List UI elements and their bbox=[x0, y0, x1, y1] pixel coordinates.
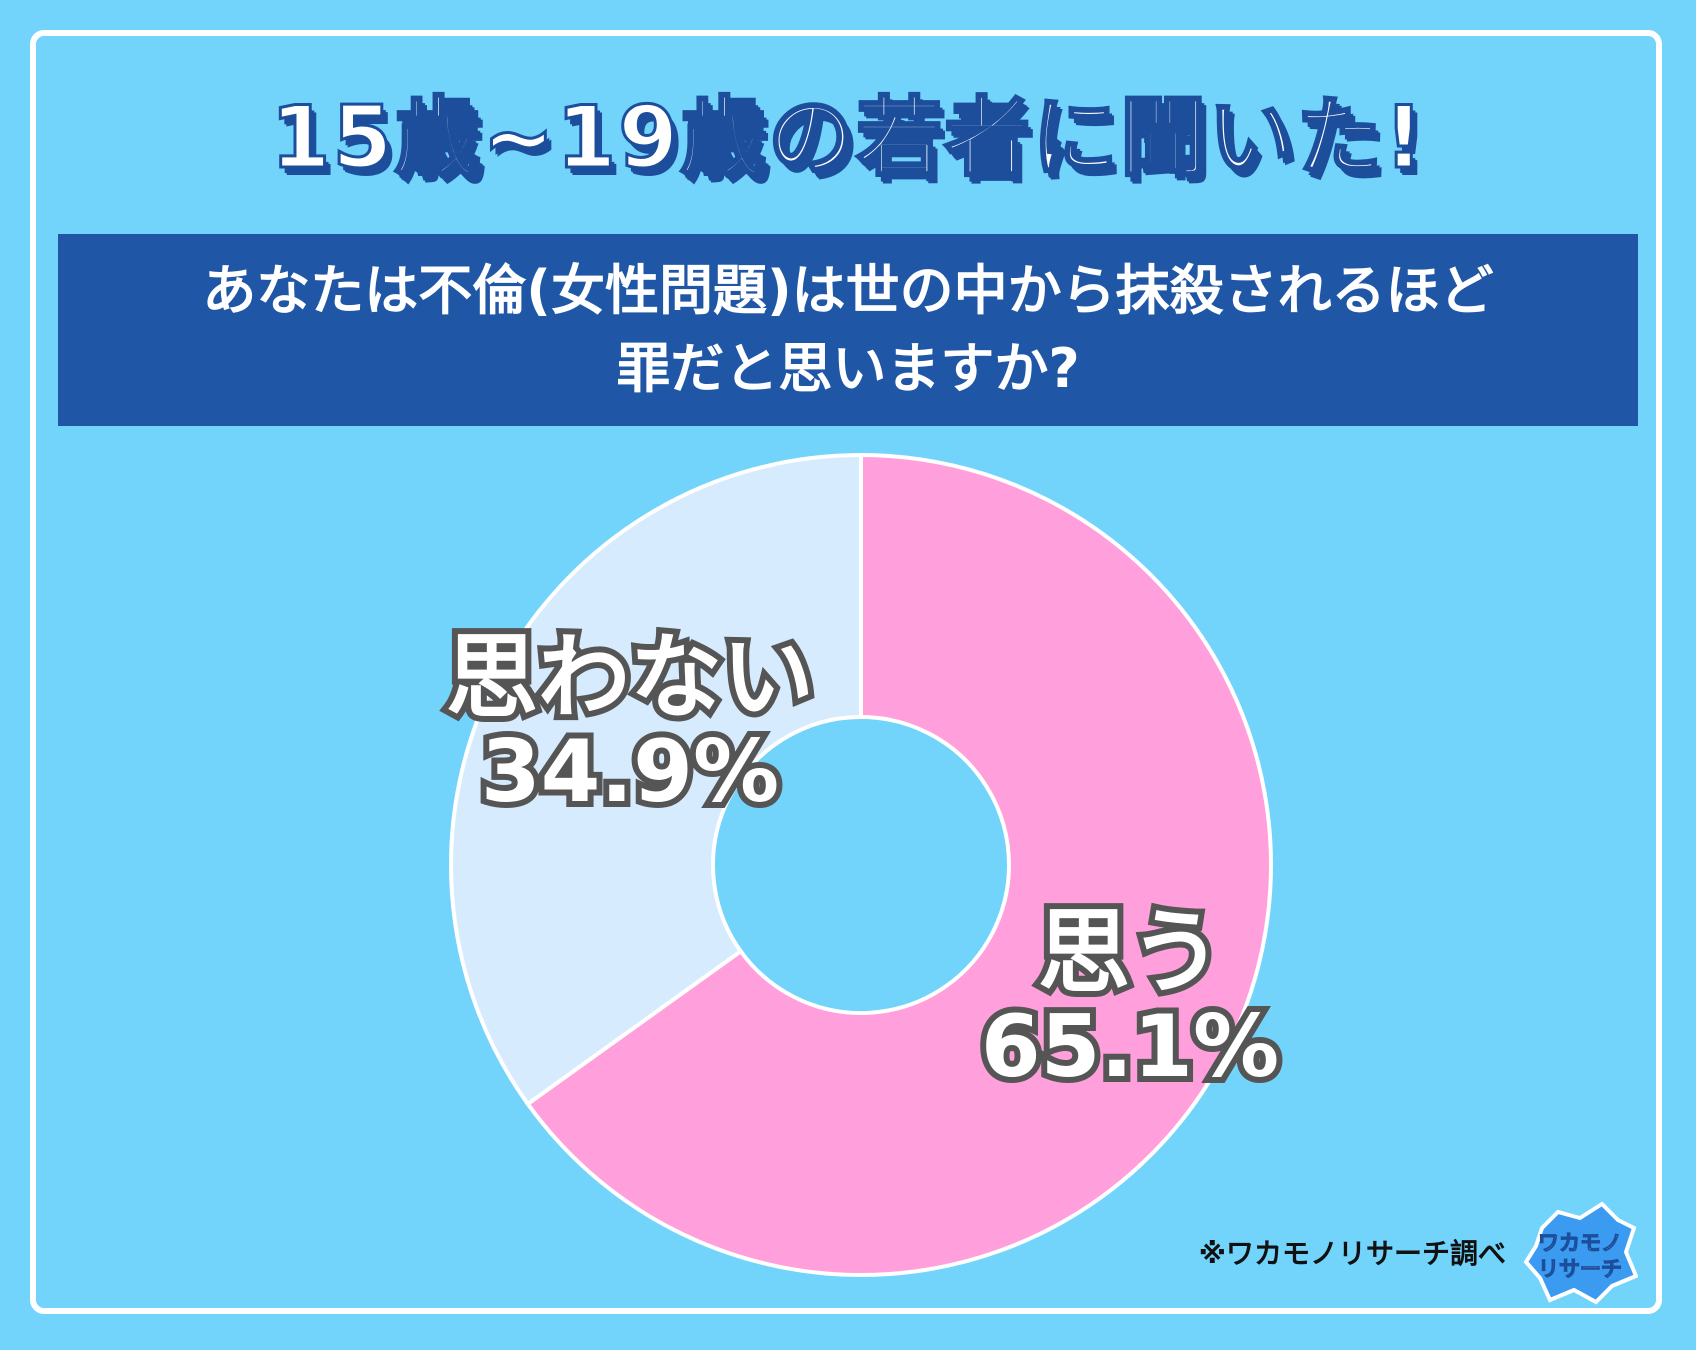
slice-label-yes-name: 思う bbox=[1032, 898, 1228, 1006]
logo-text-line2: リサーチ bbox=[1538, 1257, 1622, 1281]
question-banner: あなたは不倫(女性問題)は世の中から抹殺されるほど 罪だと思いますか? bbox=[58, 234, 1638, 426]
wakamono-research-logo: ワカモノ リサーチ bbox=[1523, 1201, 1638, 1305]
slice-label-yes: 思う 65.1% bbox=[940, 898, 1320, 1098]
slice-label-no-name: 思わない bbox=[440, 623, 820, 731]
slice-label-no-percent: 34.9% bbox=[475, 720, 785, 823]
headline: 15歳~19歳の若者に聞いた! bbox=[269, 87, 1426, 190]
donut-slice-no bbox=[449, 452, 863, 1107]
donut-slice-yes bbox=[525, 452, 1273, 1277]
slice-label-no: 思わない 34.9% bbox=[410, 623, 850, 823]
logo-text-line1: ワカモノ bbox=[1538, 1231, 1622, 1255]
question-line-1: あなたは不倫(女性問題)は世の中から抹殺されるほど bbox=[202, 259, 1494, 322]
white-border-frame bbox=[30, 30, 1662, 1314]
question-line-2: 罪だと思いますか? bbox=[616, 337, 1080, 400]
source-note: ※ワカモノリサーチ調べ bbox=[1198, 1237, 1506, 1270]
slice-label-yes-percent: 65.1% bbox=[975, 995, 1285, 1098]
logo-burst-shape bbox=[1523, 1201, 1638, 1305]
